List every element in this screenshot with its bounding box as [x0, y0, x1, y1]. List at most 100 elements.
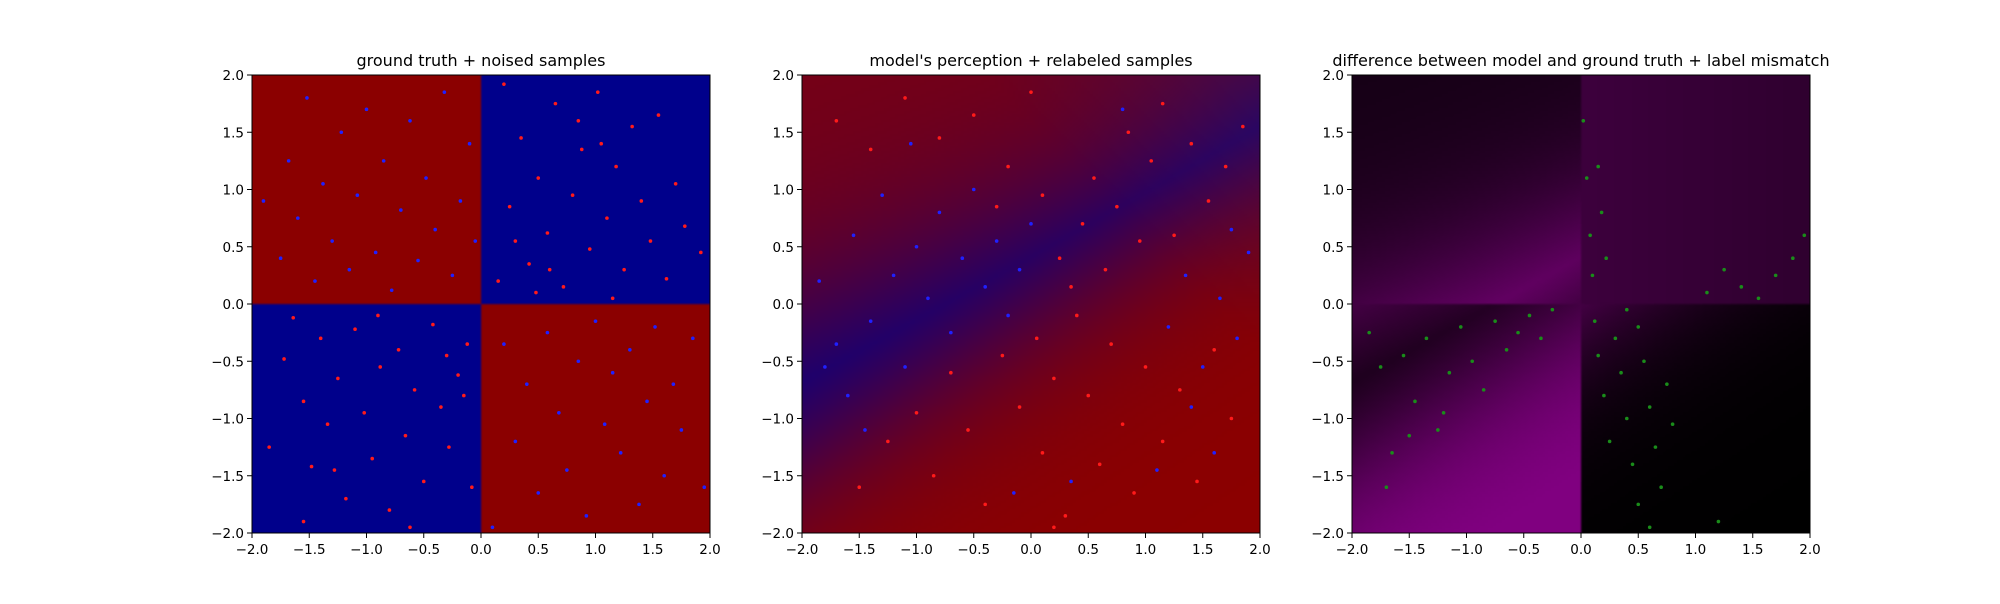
data-point [296, 216, 300, 220]
panel-background [1352, 75, 1810, 533]
y-tick-label: −0.5 [761, 354, 794, 370]
data-point [1516, 330, 1520, 335]
data-point [465, 342, 470, 346]
x-tick-label: 1.0 [1135, 542, 1156, 558]
scatter-points [261, 82, 707, 530]
panel-background [252, 75, 710, 533]
data-point [587, 247, 592, 251]
x-tick-label: −1.5 [1393, 542, 1426, 558]
data-point [1212, 348, 1216, 352]
data-point [1160, 439, 1165, 444]
data-point [416, 258, 420, 263]
data-point [914, 244, 919, 249]
y-tick-label: 1.0 [223, 183, 244, 199]
data-point [702, 485, 707, 490]
data-point [1407, 433, 1412, 438]
data-point [1791, 256, 1795, 261]
y-tick-label: 0.0 [223, 297, 244, 313]
data-point [318, 336, 323, 341]
data-point [439, 405, 443, 409]
data-point [467, 141, 472, 146]
data-point [1029, 222, 1033, 226]
data-point [1722, 267, 1726, 272]
data-point [1034, 336, 1039, 341]
y-tick-label: 1.0 [773, 183, 794, 199]
data-point [278, 256, 283, 261]
data-point [673, 181, 678, 186]
x-tick-label: −1.0 [350, 542, 383, 558]
data-point [599, 141, 604, 146]
data-point [868, 147, 873, 152]
data-point [699, 250, 703, 255]
data-point [1115, 204, 1119, 209]
data-point [1670, 422, 1675, 427]
y-tick-label: −1.0 [211, 412, 244, 428]
data-point [1604, 256, 1608, 261]
data-point [1178, 388, 1182, 392]
data-point [513, 239, 518, 243]
data-point [267, 445, 271, 449]
data-point [1458, 325, 1463, 329]
data-point [1802, 233, 1807, 238]
y-tick-label: 1.5 [773, 125, 794, 141]
x-tick-label: −1.0 [900, 542, 933, 558]
data-point [370, 456, 375, 461]
x-tick-label: −2.0 [236, 542, 269, 558]
data-point [1012, 491, 1016, 495]
data-point [1493, 319, 1497, 323]
data-point [891, 273, 896, 278]
data-point [305, 96, 309, 100]
x-tick-label: −1.0 [1450, 542, 1483, 558]
data-point [648, 239, 653, 243]
data-point [553, 101, 558, 106]
data-point [321, 181, 325, 186]
data-point [561, 285, 566, 289]
data-point [679, 428, 684, 432]
x-tick-label: 1.0 [1685, 542, 1706, 558]
data-point [502, 342, 506, 346]
data-point [1200, 365, 1205, 369]
data-point [605, 216, 609, 220]
data-point [937, 136, 942, 140]
data-point [536, 176, 541, 180]
data-point [450, 273, 455, 278]
data-point [545, 330, 550, 335]
data-point [1229, 227, 1234, 232]
data-point [282, 357, 286, 361]
data-point [1137, 239, 1142, 243]
data-point [1069, 285, 1073, 289]
data-point [1636, 325, 1641, 329]
data-point [1625, 307, 1629, 312]
data-point [496, 279, 500, 283]
panel-1: −2.0 −1.5 −1.0 −0.5 0.0 0.5 1.0 1.5 2.0 −2.0 −1.5 −… [211, 51, 721, 558]
x-tick-label: 0.0 [1020, 542, 1041, 558]
data-point [447, 445, 451, 449]
data-point [579, 147, 584, 152]
y-tick-label: 0.5 [223, 240, 244, 256]
data-point [355, 193, 360, 198]
data-point [1052, 525, 1056, 530]
data-point [593, 319, 598, 323]
data-point [971, 187, 976, 192]
x-tick-label: 2.0 [699, 542, 720, 558]
panel-background [802, 75, 1260, 533]
data-point [863, 428, 867, 432]
data-point [1241, 124, 1245, 129]
data-point [336, 376, 340, 381]
data-point [664, 277, 669, 281]
data-point [908, 141, 913, 146]
data-point [851, 233, 856, 238]
data-point [1017, 267, 1022, 272]
data-point [1189, 141, 1194, 146]
data-point [983, 285, 987, 289]
data-point [408, 119, 412, 123]
y-tick-label: −2.0 [211, 526, 244, 542]
data-point [1120, 422, 1125, 427]
data-point [628, 348, 632, 352]
data-point [261, 199, 266, 203]
data-point [1212, 451, 1216, 455]
data-point [396, 348, 401, 352]
data-point [362, 410, 367, 415]
data-point [857, 485, 862, 490]
